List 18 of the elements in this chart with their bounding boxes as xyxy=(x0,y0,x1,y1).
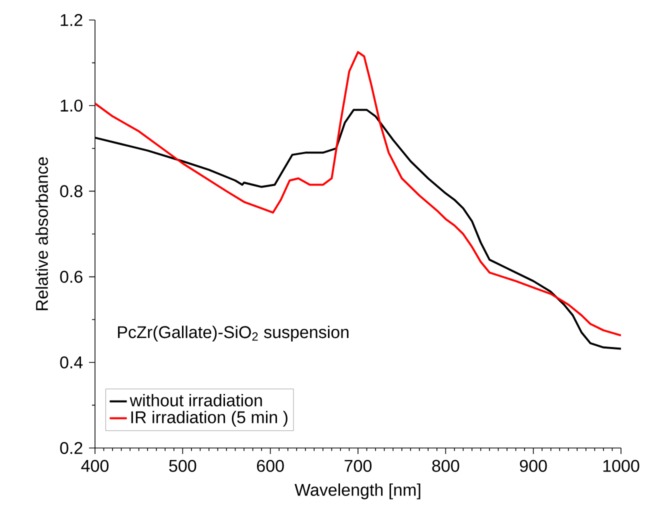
y-tick-label: 0.8 xyxy=(60,185,82,198)
annotation: PcZr(Gallate)-SiO$_{2}$ suspension xyxy=(118,326,348,342)
y-tick-label: 0.6 xyxy=(60,270,82,283)
x-tick-label: 800 xyxy=(432,460,460,472)
x-tick-label: 500 xyxy=(169,460,196,472)
y-axis-title: Relative absorbance xyxy=(35,157,48,310)
y-tick-label: 0.2 xyxy=(60,442,82,454)
y-tick-label: 1.0 xyxy=(60,100,82,112)
x-axis-title: Wavelength [nm] xyxy=(294,483,420,500)
legend-label: IR irradiation (5 min ) xyxy=(131,410,288,427)
y-tick-label: 0.4 xyxy=(60,356,83,368)
x-tick-label: 400 xyxy=(81,460,109,472)
legend-label: without irradiation xyxy=(130,394,262,406)
y-tick-label: 1.2 xyxy=(60,14,82,26)
x-tick-label: 1000 xyxy=(603,460,640,472)
x-tick-label: 600 xyxy=(257,460,284,472)
x-tick-label: 700 xyxy=(344,460,372,472)
x-tick-label: 900 xyxy=(520,460,547,472)
